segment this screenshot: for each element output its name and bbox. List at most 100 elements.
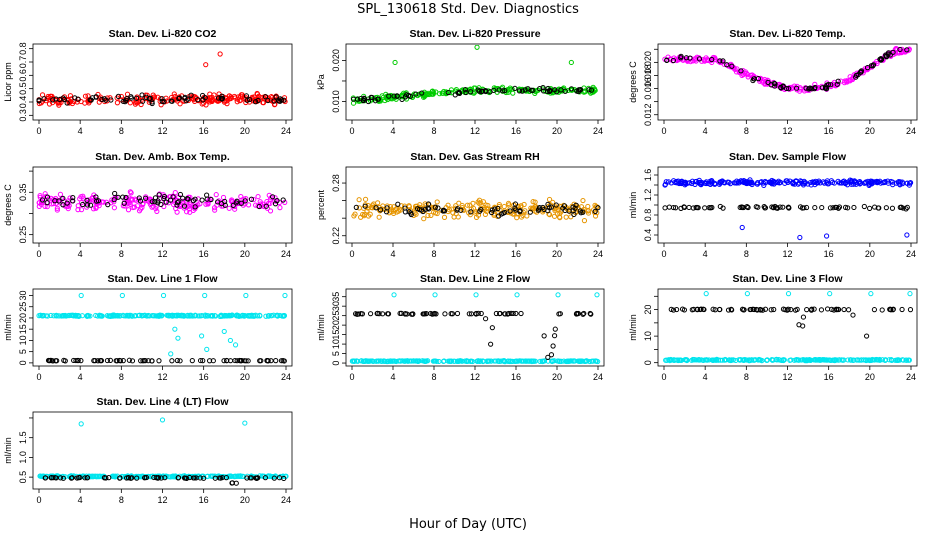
data-point	[379, 311, 386, 317]
data-point	[701, 306, 707, 313]
data-point	[831, 81, 837, 88]
data-point	[729, 307, 735, 313]
data-point	[674, 306, 680, 313]
data-point	[166, 312, 172, 318]
data-point	[132, 101, 139, 107]
data-point	[897, 182, 903, 188]
data-point	[383, 209, 390, 215]
data-point	[176, 199, 182, 205]
data-point	[207, 99, 213, 105]
data-point	[212, 475, 218, 481]
data-point	[158, 475, 164, 481]
y-tick-label: 1.2	[643, 189, 653, 202]
data-point	[428, 212, 434, 218]
data-point	[786, 204, 792, 210]
data-point	[144, 313, 150, 319]
plot-frame	[345, 43, 605, 121]
data-point	[871, 307, 878, 313]
data-point	[551, 333, 558, 339]
data-point	[847, 78, 853, 84]
data-point	[441, 214, 448, 220]
data-point	[399, 96, 405, 102]
data-point	[675, 357, 681, 364]
data-point	[241, 358, 247, 364]
data-point	[44, 194, 51, 200]
data-point	[496, 87, 502, 93]
data-point	[760, 307, 766, 313]
data-point	[739, 306, 746, 312]
data-point	[167, 474, 173, 480]
data-point	[803, 85, 809, 91]
data-point	[545, 85, 551, 92]
data-point	[425, 212, 431, 219]
data-point	[75, 207, 81, 213]
panel-amb: Stan. Dev. Amb. Box Temp. 0 4 8 12 16 20 24 0.25…	[3, 151, 293, 259]
data-point	[904, 204, 910, 210]
data-point	[126, 195, 132, 201]
data-point	[234, 99, 240, 105]
data-point	[416, 91, 422, 98]
data-point	[219, 95, 226, 101]
panel-title-press: Stan. Dev. Li-820 Pressure	[409, 28, 540, 40]
data-point	[737, 204, 743, 211]
data-point	[800, 323, 806, 329]
data-point	[387, 358, 393, 364]
data-point	[279, 97, 285, 103]
data-point	[689, 307, 695, 313]
outlier-point	[432, 292, 438, 298]
data-point	[877, 178, 883, 184]
x-tick-label: 16	[824, 126, 834, 136]
outlier-point	[555, 292, 561, 298]
data-point	[445, 89, 451, 96]
data-point	[888, 307, 894, 313]
data-point	[391, 93, 397, 99]
data-point	[247, 475, 253, 481]
data-point	[695, 55, 702, 61]
data-point	[507, 358, 513, 364]
data-point	[748, 306, 754, 313]
points-l2	[349, 292, 601, 365]
data-point	[265, 97, 271, 104]
x-tick-label: 16	[199, 372, 209, 382]
data-point	[379, 93, 385, 99]
data-point	[686, 204, 692, 211]
y-tick-label: 0.22	[331, 227, 341, 245]
data-point	[861, 203, 867, 210]
x-tick-label: 20	[865, 126, 875, 136]
data-point	[268, 313, 274, 319]
data-point	[50, 475, 56, 481]
data-point	[41, 96, 47, 102]
x-tick-label: 20	[865, 372, 875, 382]
data-point	[721, 180, 728, 186]
data-point	[512, 85, 518, 92]
points-l4	[37, 417, 289, 486]
data-point	[566, 208, 572, 214]
data-point	[762, 205, 768, 211]
x-tick-label: 4	[703, 372, 708, 382]
data-point	[385, 311, 391, 317]
data-point	[664, 57, 670, 63]
y-tick-label: 10	[643, 331, 653, 341]
y-tick-label: 20	[331, 320, 341, 330]
data-point	[110, 313, 116, 319]
data-point	[421, 216, 427, 222]
data-point	[772, 203, 778, 210]
data-point	[662, 205, 668, 211]
data-point	[265, 313, 272, 319]
data-point	[532, 358, 539, 364]
data-point	[143, 195, 149, 201]
data-point	[99, 313, 105, 319]
outlier-point	[172, 326, 178, 332]
data-point	[798, 357, 804, 363]
outlier-point	[703, 291, 709, 297]
data-point	[834, 81, 840, 87]
outlier-point	[907, 291, 913, 297]
y-axis-label-co2: Licor ppm	[3, 62, 13, 102]
data-point	[80, 195, 86, 201]
data-point	[43, 475, 49, 481]
y-axis-label-amb: degrees C	[3, 184, 13, 226]
data-point	[189, 202, 195, 209]
y-tick-label: 15	[18, 324, 28, 334]
x-tick-label: 4	[390, 372, 395, 382]
data-point	[778, 85, 784, 91]
